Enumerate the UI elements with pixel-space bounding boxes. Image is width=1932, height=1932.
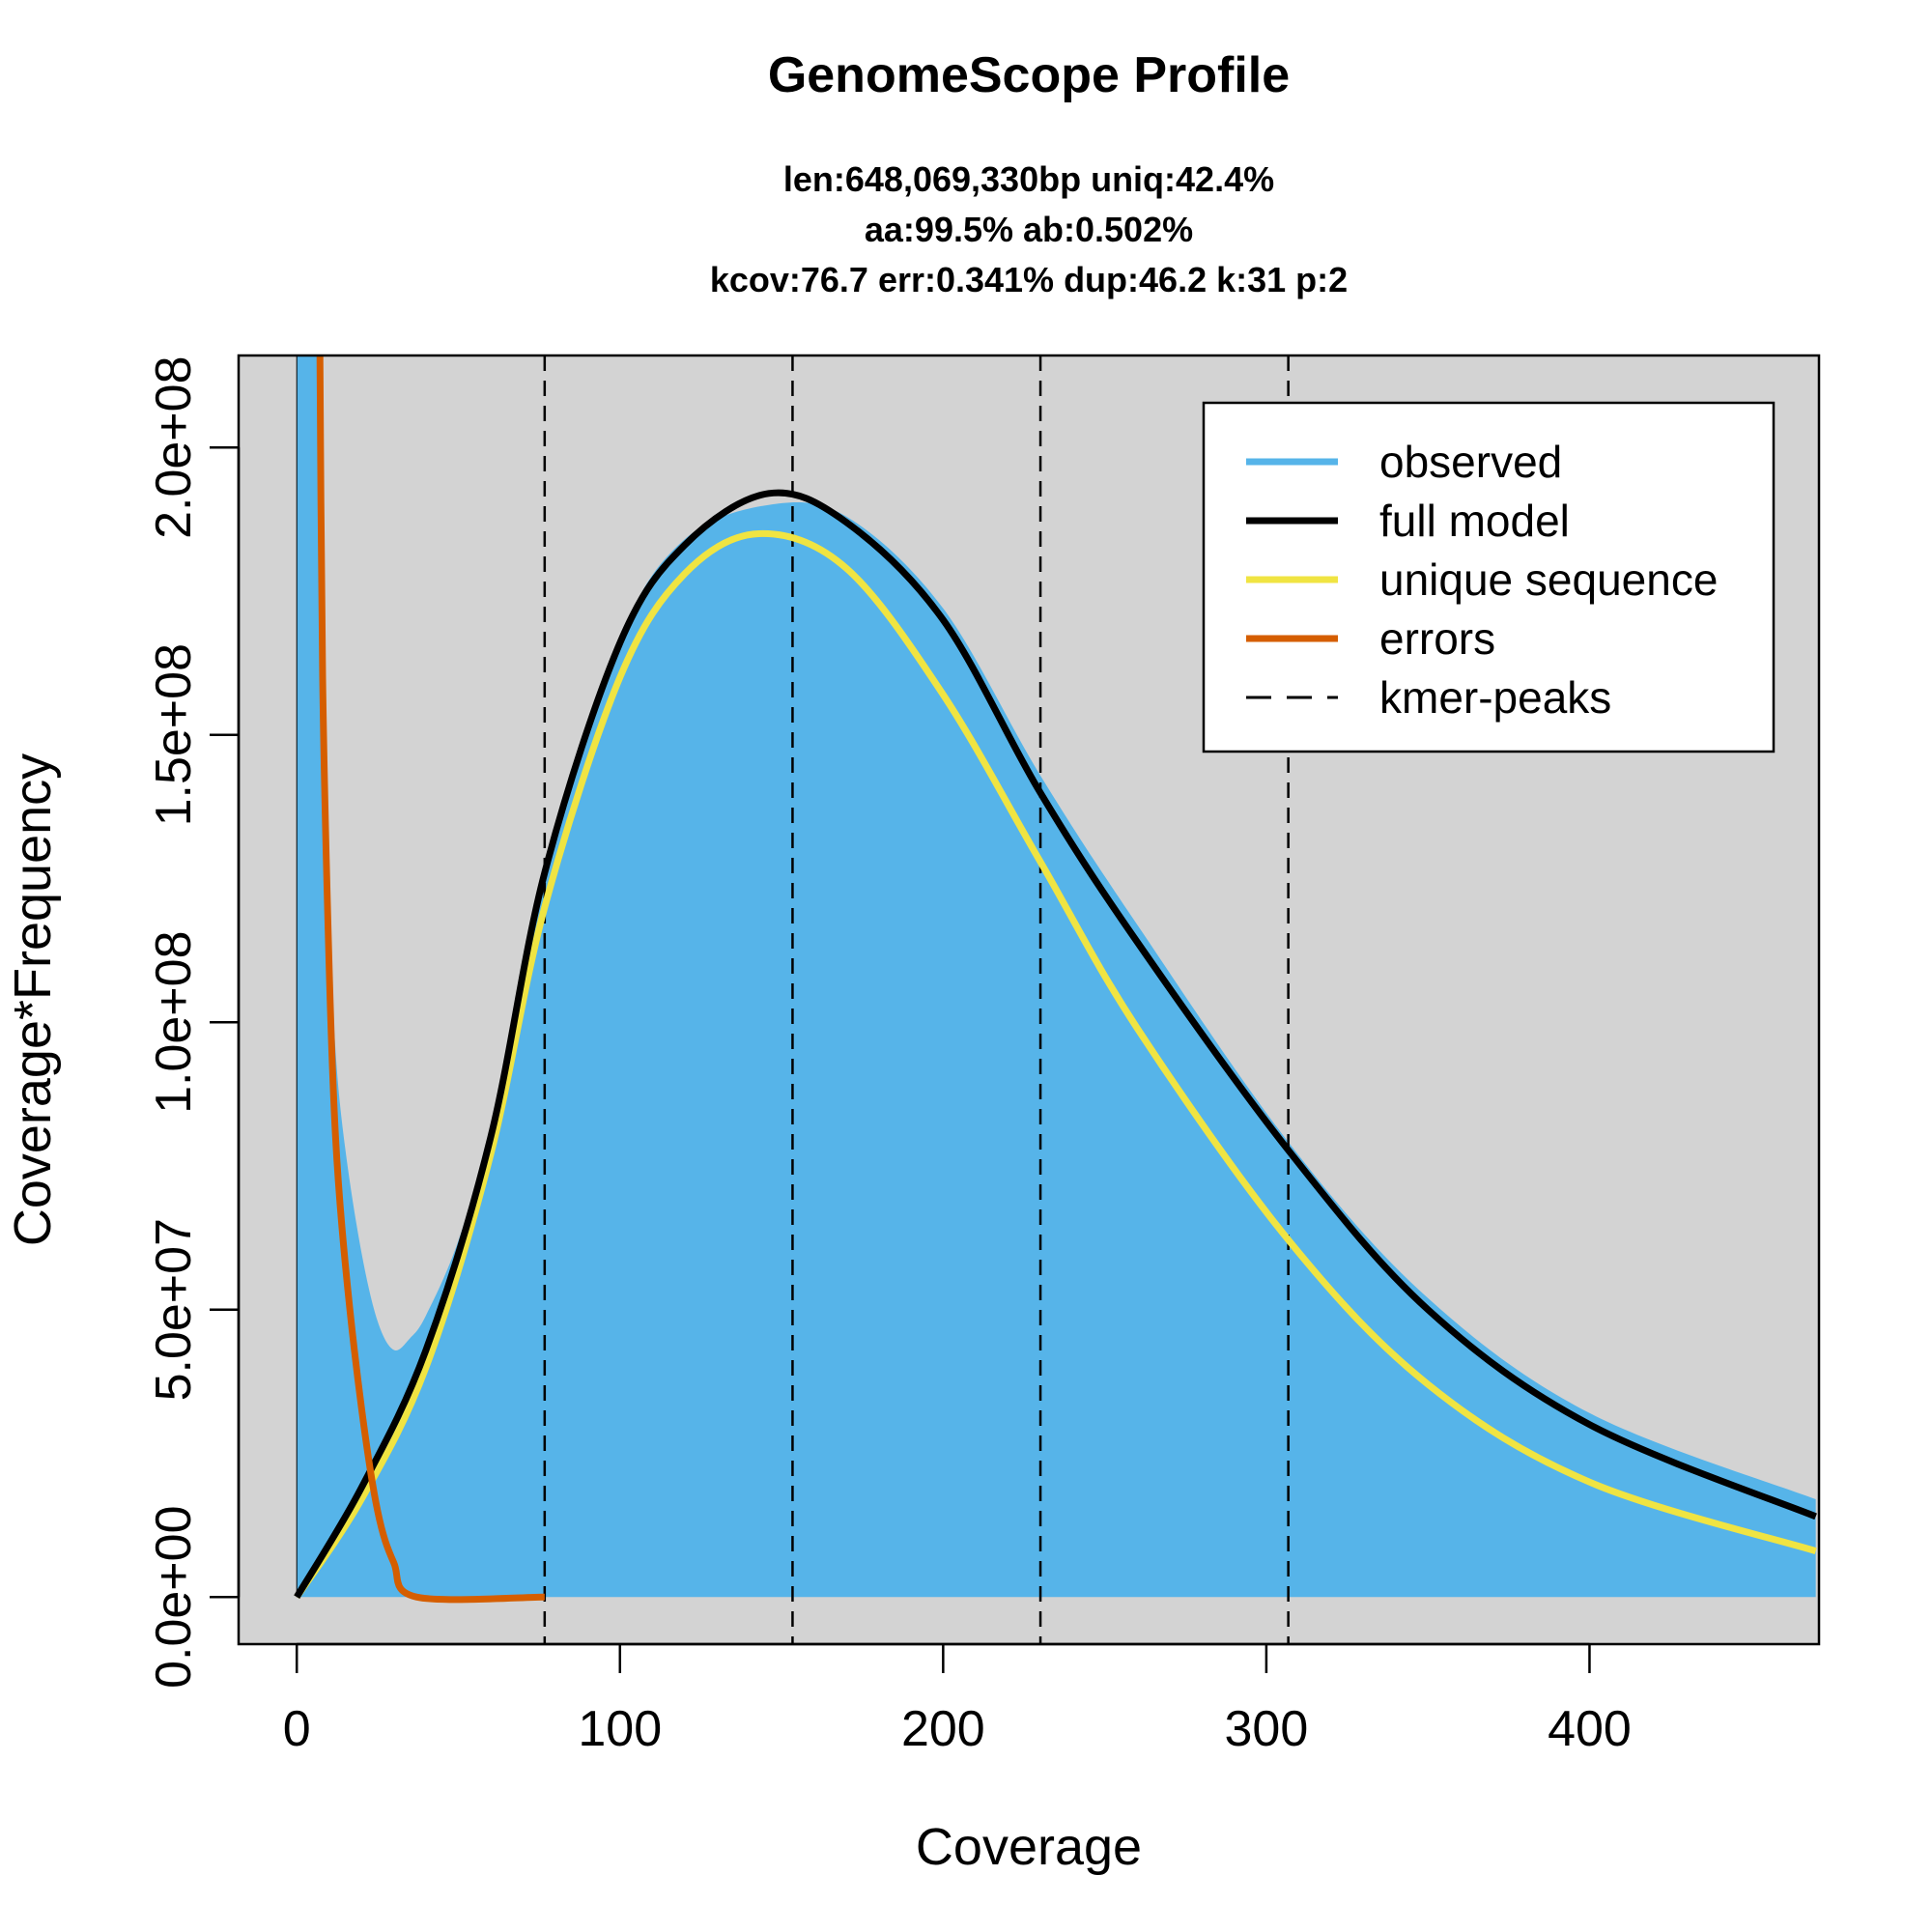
- full-model-line: [294, 489, 1817, 1599]
- subtitle-line-3: kcov:76.7 err:0.341% dup:46.2 k:31 p:2: [710, 260, 1348, 299]
- y-tick-label: 0.0e+00: [146, 1505, 202, 1688]
- y-tick-label: 1.0e+08: [146, 930, 202, 1113]
- x-axis-title: Coverage: [916, 1818, 1142, 1876]
- y-tick-label: 1.5e+08: [146, 643, 202, 826]
- x-tick-label: 0: [283, 1701, 311, 1757]
- x-tick-label: 400: [1548, 1701, 1632, 1757]
- unique-sequence-line: [294, 529, 1817, 1600]
- y-tick-label: 5.0e+07: [146, 1218, 202, 1401]
- subtitle-line-1: len:648,069,330bp uniq:42.4%: [783, 159, 1274, 199]
- errors-line: [316, 355, 545, 1604]
- y-tick-label: 2.0e+08: [146, 355, 202, 538]
- y-axis-title: Coverage*Frequency: [4, 753, 62, 1246]
- legend-label-full-model: full model: [1379, 496, 1570, 546]
- x-tick-label: 300: [1225, 1701, 1309, 1757]
- legend-label-errors: errors: [1379, 613, 1495, 664]
- observed-area: [297, 355, 1816, 1598]
- x-tick-label: 200: [901, 1701, 985, 1757]
- chart-title: GenomeScope Profile: [768, 47, 1290, 103]
- legend-label-unique-sequence: unique sequence: [1379, 554, 1718, 605]
- legend-label-observed: observed: [1379, 437, 1562, 487]
- legend-label-kmer-peaks: kmer-peaks: [1379, 672, 1611, 723]
- x-tick-label: 100: [578, 1701, 662, 1757]
- legend: observed full model unique sequence errors k…: [1202, 401, 1776, 753]
- subtitle-line-2: aa:99.5% ab:0.502%: [865, 210, 1193, 249]
